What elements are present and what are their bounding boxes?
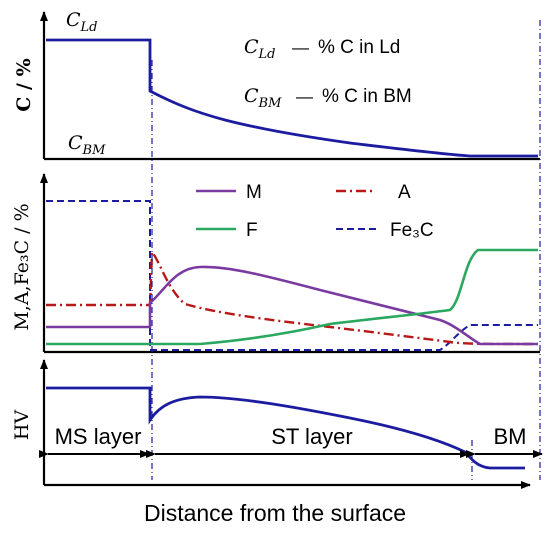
svg-text:CBM: CBM: [244, 85, 282, 111]
bm-label: BM: [494, 424, 527, 449]
ms-layer-span: MS layer: [39, 424, 150, 458]
carbon-legend-ld: CLd — % C in Ld: [244, 36, 400, 62]
svg-text:CLd: CLd: [244, 36, 276, 62]
carbon-profile-curve: [46, 38, 538, 158]
x-axis-title: Distance from the surface: [144, 500, 406, 526]
svg-text:% C in BM: % C in BM: [322, 86, 412, 107]
carbon-legend-bm: CBM — % C in BM: [244, 85, 412, 111]
legend-f-label: F: [246, 220, 258, 241]
phase-legend: M A F Fe₃C: [196, 182, 434, 241]
st-layer-label: ST layer: [271, 424, 353, 449]
austenite-curve: [46, 248, 539, 346]
cbm-label: CBM: [68, 132, 106, 158]
carbon-panel: C / % CLd CBM CLd — % C in Ld CBM — % C …: [13, 9, 540, 161]
legend-fe3c-label: Fe₃C: [390, 220, 434, 241]
svg-text:—: —: [296, 87, 313, 106]
ferrite-curve: [46, 248, 538, 346]
bm-span: BM: [466, 424, 543, 458]
ms-layer-label: MS layer: [55, 424, 142, 449]
phase-panel: M,A,Fe₃C / % M A F Fe₃C: [11, 173, 540, 354]
st-layer-span: ST layer: [146, 424, 470, 458]
cld-label: CLd: [66, 9, 98, 35]
hv-y-label: HV: [11, 410, 33, 441]
legend-m-label: M: [246, 182, 262, 203]
svg-text:% C in Ld: % C in Ld: [318, 37, 400, 58]
hardness-panel: HV MS layer ST layer BM: [11, 20, 543, 489]
phase-y-label: M,A,Fe₃C / %: [11, 203, 33, 330]
carbon-y-label: C / %: [13, 58, 35, 111]
martensite-curve: [46, 265, 538, 346]
legend-a-label: A: [398, 182, 411, 203]
svg-text:—: —: [292, 38, 309, 57]
